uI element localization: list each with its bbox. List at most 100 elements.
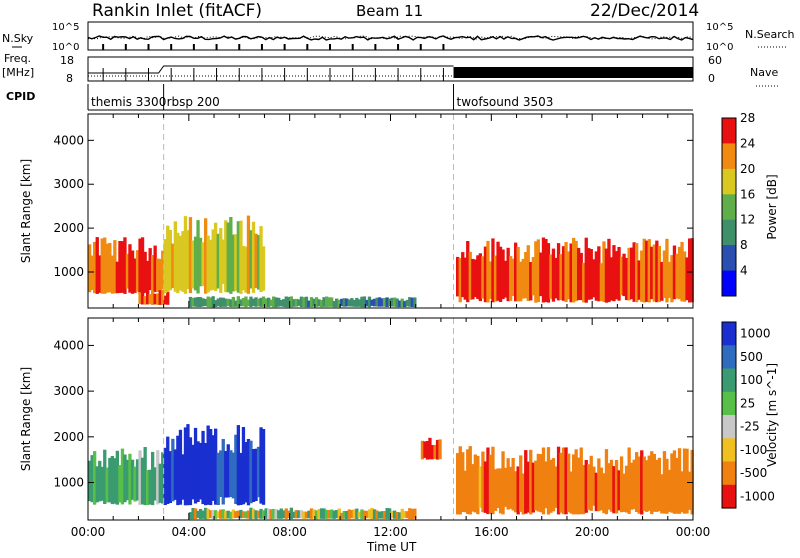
data-cell: [672, 245, 677, 300]
data-cell: [393, 297, 397, 307]
nave-tick-low: 0: [708, 72, 715, 85]
data-cell: [261, 246, 266, 291]
nsky-panel: [87, 21, 694, 51]
data-cell: [251, 221, 256, 293]
y-tick-label: 4000: [53, 133, 84, 147]
data-cell: [380, 511, 384, 519]
data-cell: [577, 247, 581, 301]
data-cell: [382, 297, 387, 307]
data-cell: [201, 430, 205, 505]
data-cell: [403, 301, 407, 308]
data-cell: [231, 509, 235, 519]
data-cell: [261, 510, 266, 519]
freq-label-1: Freq.: [4, 52, 31, 65]
data-cell: [143, 447, 147, 506]
data-cell: [521, 473, 525, 515]
data-cell: [506, 247, 510, 302]
data-cell: [118, 241, 122, 293]
data-cell: [574, 449, 578, 515]
data-cell: [569, 471, 573, 514]
data-cell: [241, 427, 246, 505]
data-cell: [410, 508, 414, 519]
data-cell: [428, 437, 432, 460]
nsky-label: N.Sky: [2, 32, 34, 45]
data-cell: [337, 299, 341, 307]
data-cell: [198, 442, 203, 500]
data-cell: [433, 444, 437, 459]
data-cell: [219, 228, 223, 293]
data-cell: [486, 447, 490, 515]
y-tick-label: 3000: [53, 177, 84, 191]
data-cell: [617, 247, 621, 301]
data-cell: [587, 464, 591, 510]
data-cell: [345, 511, 349, 519]
data-cell: [372, 509, 377, 519]
data-cell: [645, 240, 649, 302]
data-cell: [224, 451, 228, 498]
data-cell: [216, 233, 220, 289]
data-cell: [322, 297, 326, 307]
data-cell: [413, 508, 417, 519]
data-cell: [287, 510, 291, 518]
data-cell: [151, 255, 155, 294]
data-cell: [541, 447, 546, 515]
data-cell: [355, 297, 359, 307]
data-cell: [168, 451, 172, 503]
data-cell: [125, 459, 130, 501]
data-cell: [166, 290, 170, 305]
data-cell: [181, 231, 185, 292]
data-cell: [677, 448, 682, 514]
data-cell: [466, 449, 470, 514]
data-cell: [166, 225, 170, 293]
data-cell: [398, 300, 402, 308]
colorbar-swatch: [722, 461, 736, 486]
colorbar-swatch: [722, 168, 736, 195]
data-cell: [163, 239, 167, 294]
data-cell: [362, 296, 367, 308]
data-cell: [352, 509, 356, 519]
data-cell: [123, 454, 127, 503]
data-cell: [256, 235, 261, 290]
data-cell: [90, 255, 94, 290]
data-cell: [325, 296, 329, 307]
data-cell: [229, 450, 233, 497]
data-cell: [146, 291, 150, 305]
data-cell: [662, 451, 667, 514]
data-cell: [524, 450, 528, 514]
colorbar-swatch: [722, 219, 736, 246]
data-cell: [375, 297, 379, 307]
data-cell: [377, 511, 382, 519]
data-cell: [660, 261, 664, 301]
data-cell: [589, 249, 593, 300]
data-cell: [456, 453, 460, 515]
data-cell: [635, 452, 639, 512]
data-cell: [385, 508, 389, 519]
data-cell: [476, 255, 480, 299]
data-cell: [148, 248, 152, 291]
data-cell: [236, 296, 240, 308]
data-cell: [682, 251, 687, 302]
data-cell: [536, 453, 540, 512]
data-cell: [216, 511, 220, 519]
data-cell: [367, 509, 372, 519]
data-cell: [393, 510, 397, 519]
data-cell: [511, 458, 515, 511]
data-cell: [186, 230, 190, 289]
data-cell: [178, 235, 183, 291]
data-cell: [231, 452, 235, 499]
data-cell: [458, 446, 462, 515]
data-cell: [140, 237, 145, 294]
x-tick-label: 08:00: [272, 525, 307, 539]
data-cell: [98, 460, 102, 502]
data-cell: [256, 298, 261, 307]
colorbar-tick-label: 24: [740, 136, 755, 150]
data-cell: [284, 296, 288, 308]
data-cell: [229, 511, 233, 519]
data-cell: [105, 243, 109, 293]
data-cell: [582, 262, 586, 303]
data-cell: [151, 291, 155, 305]
data-cell: [536, 239, 540, 303]
data-cell: [98, 255, 102, 293]
x-tick-label: 00:00: [676, 525, 711, 539]
data-cell: [503, 467, 508, 507]
